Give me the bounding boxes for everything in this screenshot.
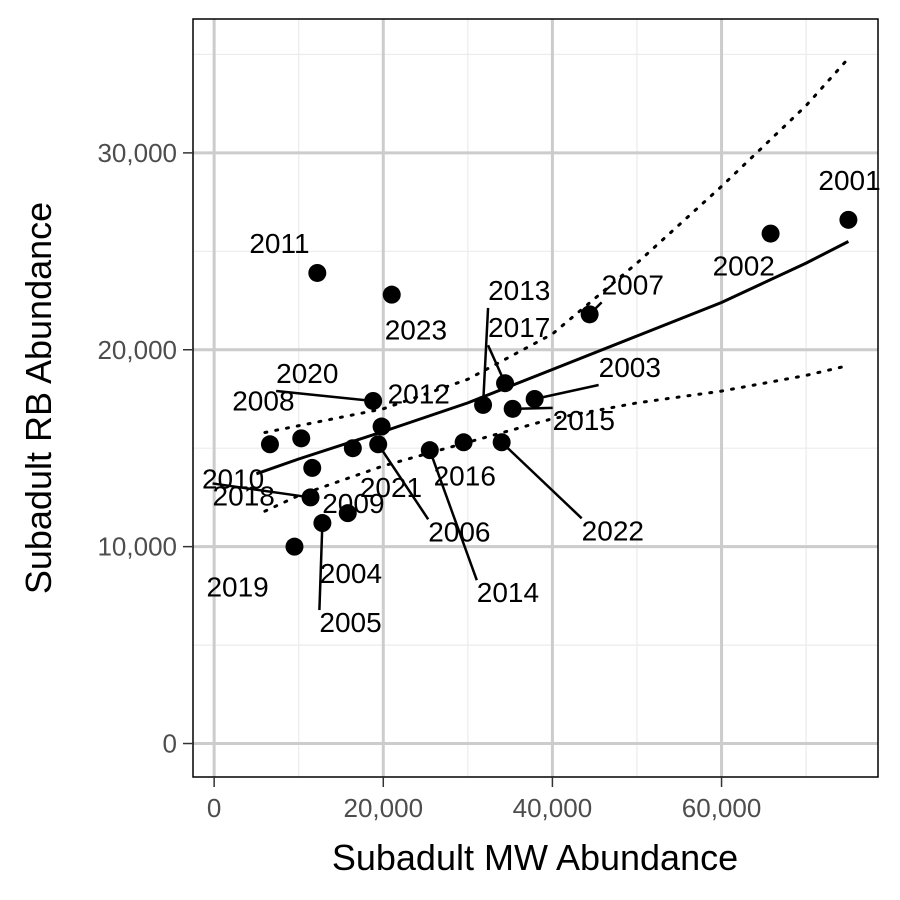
point-label-2010: 2010	[202, 463, 264, 494]
x-tick-label: 60,000	[682, 793, 762, 823]
data-point-2022	[492, 433, 511, 452]
point-label-2003: 2003	[599, 352, 661, 383]
data-point-2019	[285, 537, 304, 556]
x-axis-ticks: 0 20,000 40,000 60,000	[207, 777, 761, 823]
leader-line-2003	[534, 383, 599, 401]
point-label-2016: 2016	[434, 460, 496, 491]
point-label-2004: 2004	[320, 558, 382, 589]
data-point-2013	[474, 395, 493, 414]
point-label-2021: 2021	[360, 472, 422, 503]
data-point-2002	[761, 224, 780, 243]
data-point-2011	[308, 263, 327, 282]
point-label-2005: 2005	[319, 607, 381, 638]
point-label-2012: 2012	[388, 379, 450, 410]
point-label-2008: 2008	[232, 385, 294, 416]
y-axis-title: Subadult RB Abundance	[18, 202, 59, 594]
leader-line-2006	[377, 443, 430, 520]
point-label-2015: 2015	[553, 405, 615, 436]
confidence-bands	[263, 56, 850, 513]
x-axis-title: Subadult MW Abundance	[332, 837, 738, 878]
data-point-2008	[292, 429, 311, 448]
point-label-2014: 2014	[477, 577, 539, 608]
leader-line-2013	[481, 307, 490, 405]
point-label-2019: 2019	[206, 572, 268, 603]
lower-bound-line	[263, 364, 850, 513]
data-point-2014	[420, 441, 439, 460]
grid-major	[193, 19, 878, 777]
point-label-2013: 2013	[488, 275, 550, 306]
leader-line-2018	[212, 482, 311, 499]
point-label-2020: 2020	[276, 358, 338, 389]
point-label-2006: 2006	[428, 516, 490, 547]
fit-curve	[255, 240, 850, 476]
data-point-2015	[503, 399, 522, 418]
upper-bound-line	[263, 56, 850, 434]
fit-line	[255, 240, 850, 476]
point-label-2007: 2007	[602, 269, 664, 300]
y-tick-label: 0	[163, 729, 177, 759]
point-label-2022: 2022	[582, 515, 644, 546]
data-point-2023	[382, 285, 401, 304]
x-tick-label: 40,000	[513, 793, 593, 823]
leader-line-2020	[276, 389, 374, 403]
grid-minor	[193, 19, 878, 777]
data-point-2005	[313, 514, 332, 533]
data-point-2012	[372, 417, 391, 436]
y-tick-label: 20,000	[97, 335, 177, 365]
data-point-2001	[839, 210, 858, 229]
y-tick-label: 30,000	[97, 138, 177, 168]
point-label-2017: 2017	[488, 312, 550, 343]
data-point-2006	[369, 435, 388, 454]
panel-border	[192, 18, 879, 778]
point-label-2002: 2002	[713, 251, 775, 282]
point-label-2018: 2018	[213, 480, 275, 511]
y-axis-ticks: 0 10,000 20,000 30,000	[97, 138, 193, 759]
data-point-2010	[260, 435, 279, 454]
point-label-2009: 2009	[322, 488, 384, 519]
x-tick-label: 0	[207, 793, 221, 823]
data-point-2021	[343, 439, 362, 458]
data-point-2017	[496, 374, 515, 393]
data-point-2009	[303, 458, 322, 477]
point-label-2023: 2023	[385, 315, 447, 346]
data-point-2003	[525, 389, 544, 408]
point-label-2011: 2011	[249, 228, 309, 259]
data-point-2018	[301, 488, 320, 507]
data-point-2004	[338, 504, 357, 523]
data-point-2020	[364, 391, 383, 410]
leader-line-2022	[500, 441, 583, 520]
data-point-2016	[454, 433, 473, 452]
point-labels: 2001 2002 2003 2004 2005 2006 2007 2008 2009 2010…	[202, 165, 881, 638]
leader-line-2014	[428, 449, 478, 581]
x-tick-label: 20,000	[344, 793, 424, 823]
data-point-2007	[580, 305, 599, 324]
point-label-2001: 2001	[818, 165, 880, 196]
leader-line-2005	[318, 522, 324, 611]
data-points	[260, 210, 858, 556]
y-tick-label: 10,000	[97, 532, 177, 562]
